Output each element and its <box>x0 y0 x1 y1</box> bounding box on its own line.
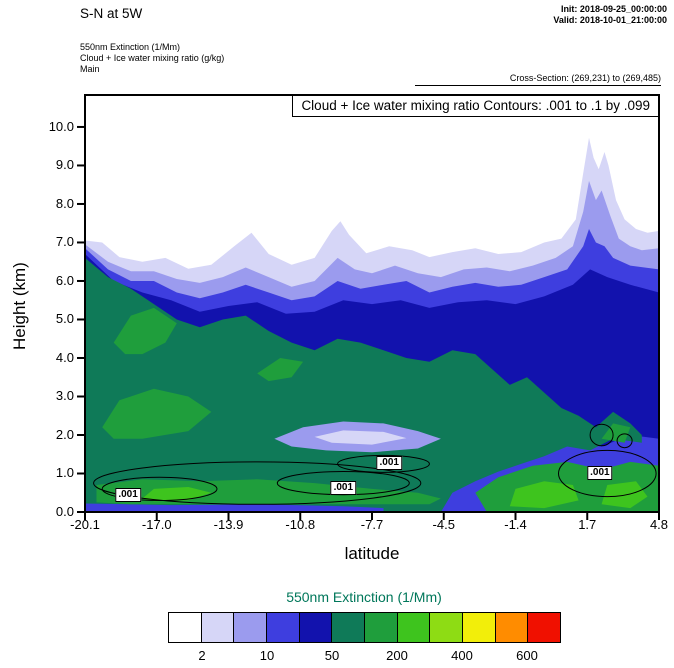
colorbar-title: 550nm Extinction (1/Mm) <box>286 589 442 605</box>
x-tick-label: -20.1 <box>70 517 100 532</box>
y-tick-label: 7.0 <box>55 234 74 250</box>
y-axis-title: Height (km) <box>10 262 29 350</box>
colorbar-tick-label: 50 <box>324 648 340 663</box>
cloud-ice-contour-loop <box>616 433 633 449</box>
init-valid-block: Init: 2018-09-25_00:00:00 Valid: 2018-10… <box>553 4 667 25</box>
colorbar-cell <box>365 613 398 642</box>
field-legend: 550nm Extinction (1/Mm) Cloud + Ice wate… <box>80 42 224 75</box>
y-tick-label: 6.0 <box>55 272 74 288</box>
contour-value-label: .001 <box>587 466 613 481</box>
y-tick-label: 3.0 <box>55 388 74 404</box>
x-tick-label: 1.7 <box>578 517 597 532</box>
band-extinction-gte-200 <box>85 257 642 512</box>
band-clear-slot-core <box>314 430 407 445</box>
cross-section-coords-label: Cross-Section: (269,231) to (269,485) <box>415 73 661 86</box>
contour-value-label: .001 <box>330 480 357 495</box>
x-axis-title: latitude <box>344 544 400 563</box>
cloud-ice-contour-loop <box>589 423 614 447</box>
colorbar-cell <box>267 613 300 642</box>
contour-value-label: .001 <box>376 456 402 471</box>
y-tick-label: 10.0 <box>48 118 74 134</box>
x-tick-label: -4.5 <box>432 517 455 532</box>
valid-time-label: Valid: 2018-10-01_21:00:00 <box>553 14 667 25</box>
colorbar-tick-label: 10 <box>259 648 275 663</box>
colorbar-cell <box>234 613 268 642</box>
legend-line-domain: Main <box>80 64 100 74</box>
cloud-ice-contour-loop <box>558 449 657 498</box>
band-green-right-mid <box>601 423 631 443</box>
colorbar-cell <box>397 613 431 642</box>
colorbar <box>168 612 561 643</box>
colorbar-cell <box>528 613 561 642</box>
page-title: S-N at 5W <box>80 6 143 21</box>
x-tick-label: -10.8 <box>285 517 316 532</box>
colorbar-cell <box>299 613 333 642</box>
init-time-label: Init: 2018-09-25_00:00:00 <box>560 4 667 14</box>
colorbar-tick-label: 200 <box>386 648 408 663</box>
cloud-ice-contour-loop <box>101 476 218 501</box>
band-green-left-mid <box>102 388 212 439</box>
legend-line-mixing-ratio: Cloud + Ice water mixing ratio (g/kg) <box>80 53 225 63</box>
x-tick-label: -13.9 <box>213 517 244 532</box>
band-bright-green-right-2 <box>601 481 648 509</box>
y-tick-label: 1.0 <box>55 465 74 481</box>
cloud-ice-contour-loop <box>93 461 422 505</box>
y-tick-label: 2.0 <box>55 426 74 442</box>
colorbar-cell <box>463 613 496 642</box>
y-tick-label: 4.0 <box>55 349 74 365</box>
band-bright-green-left <box>142 487 212 502</box>
band-green-left-upper <box>113 307 177 355</box>
band-bright-green-right-1 <box>509 481 579 509</box>
x-tick-label: -17.0 <box>141 517 172 532</box>
cloud-ice-contour-loop <box>337 454 430 473</box>
y-tick-label: 0.0 <box>55 504 74 519</box>
colorbar-tick-label: 400 <box>451 648 473 663</box>
x-tick-label: 4.8 <box>649 517 669 532</box>
y-tick-label: 9.0 <box>55 157 74 173</box>
legend-line-extinction: 550nm Extinction (1/Mm) <box>80 42 181 52</box>
colorbar-tick-label: 2 <box>198 648 206 663</box>
y-tick-label: 5.0 <box>55 311 74 327</box>
y-tick-label: 8.0 <box>55 195 74 211</box>
contour-value-label: .001 <box>115 487 141 502</box>
colorbar-cell <box>201 613 235 642</box>
colorbar-tick-label: 600 <box>516 648 538 663</box>
x-tick-label: -7.7 <box>360 517 384 532</box>
colorbar-cell <box>430 613 464 642</box>
band-green-mid-small <box>257 358 304 382</box>
band-surface-blue-strip <box>85 503 384 512</box>
contour-annotation-box: Cloud + Ice water mixing ratio Contours:… <box>292 95 659 117</box>
x-tick-label: -1.4 <box>504 517 527 532</box>
colorbar-cell <box>495 613 529 642</box>
colorbar-cell <box>169 613 202 642</box>
colorbar-cell <box>332 613 366 642</box>
